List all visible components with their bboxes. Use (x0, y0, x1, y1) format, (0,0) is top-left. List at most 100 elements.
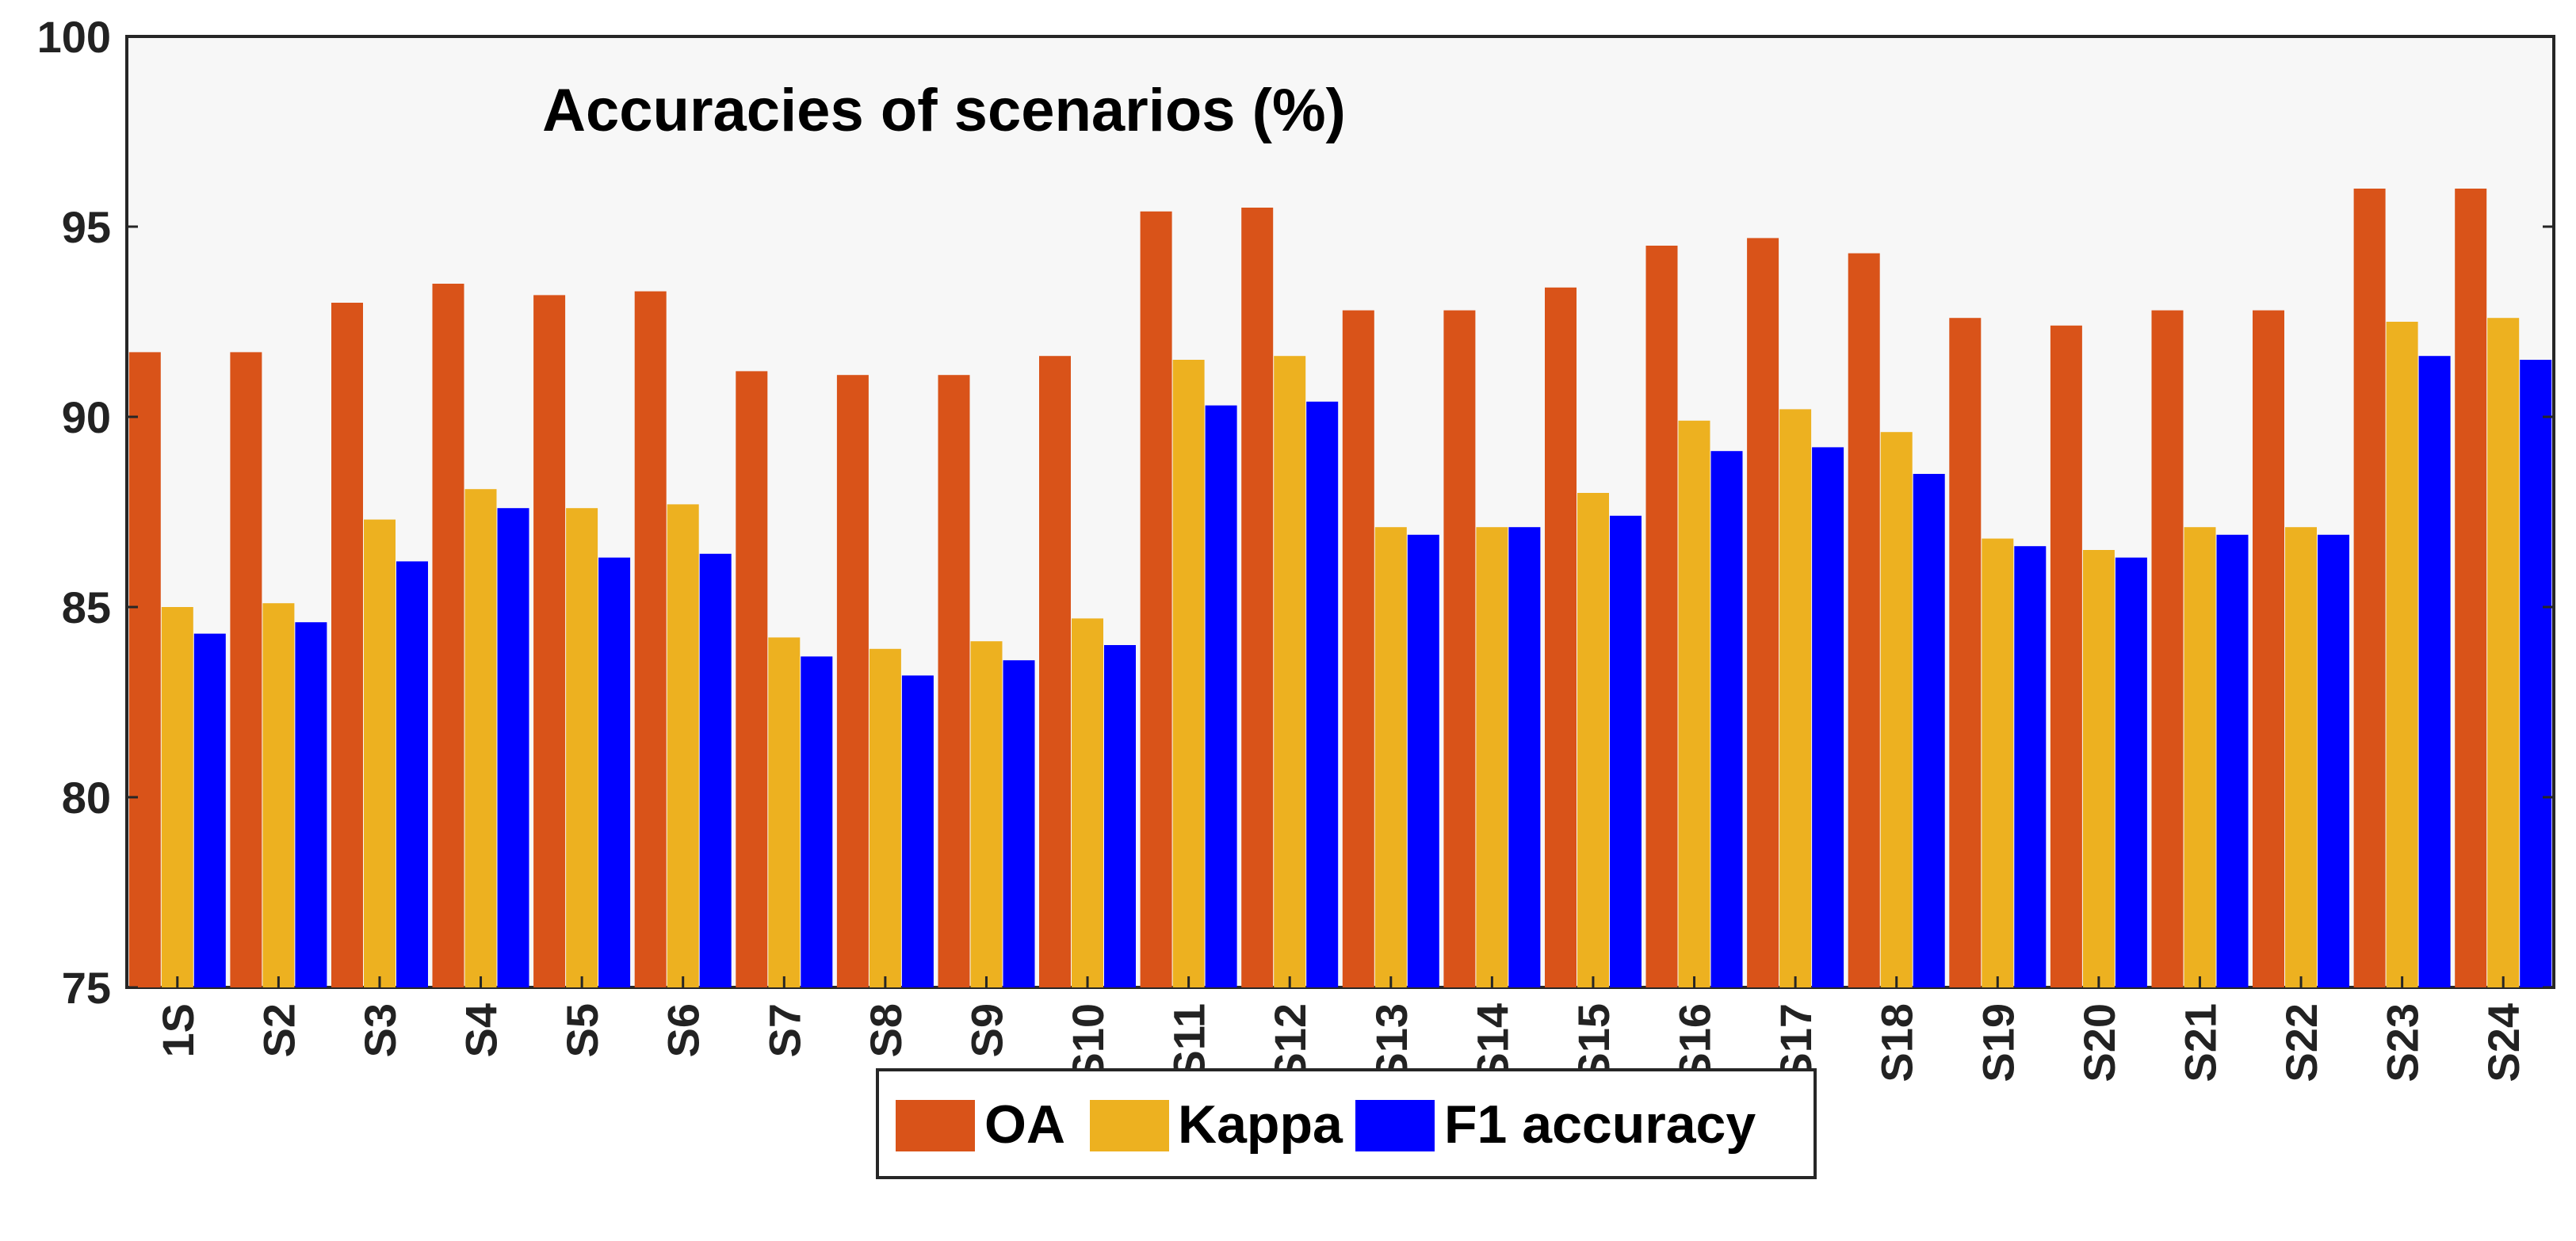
bar-oa-s6 (634, 291, 667, 988)
plot-area (125, 35, 2555, 989)
x-tick-label: S5 (557, 1003, 607, 1058)
bar-f1-accuracy-s19 (2014, 546, 2047, 987)
bar-f1-accuracy-s20 (2115, 557, 2147, 987)
bar-kappa-s22 (2285, 527, 2317, 987)
bar-f1-accuracy-s23 (2418, 356, 2451, 987)
bar-oa-s23 (2353, 189, 2386, 987)
bar-kappa-s7 (768, 637, 801, 987)
legend-label-oa: OA (984, 1094, 1065, 1155)
bar-oa-s19 (1949, 318, 1982, 987)
legend-swatch-kappa (1090, 1100, 1169, 1151)
bar-f1-accuracy-s14 (1508, 527, 1541, 987)
bar-f1-accuracy-s6 (699, 553, 732, 987)
bar-oa-s13 (1342, 310, 1374, 988)
axes-group: 1S S2 S3 S4 S5 S6 S7 S8 S9 S10 S11 S12 S13 S14 S15 S16 S… (37, 12, 2554, 1083)
chart-title: Accuracies of scenarios (%) (542, 77, 1346, 144)
y-tick-label: 75 (62, 963, 111, 1013)
x-tick-label: S21 (2176, 1003, 2226, 1083)
bar-f1-accuracy-s7 (801, 656, 833, 987)
bar-f1-accuracy-s13 (1407, 534, 1439, 987)
bar-kappa-s10 (1072, 618, 1103, 987)
y-tick-label: 95 (62, 202, 111, 252)
bar-oa-s16 (1645, 246, 1678, 987)
legend: OA Kappa F1 accuracy (876, 1068, 1817, 1179)
bar-oa-s17 (1747, 238, 1779, 987)
legend-box (876, 1068, 1817, 1179)
x-tick-label: S2 (254, 1003, 304, 1058)
bar-oa-s14 (1443, 310, 1476, 988)
bar-kappa-s8 (869, 648, 901, 987)
bar-oa-s24 (2455, 189, 2487, 987)
x-tick-label: S3 (355, 1003, 405, 1058)
bar-oa-s4 (432, 284, 464, 987)
bar-oa-s20 (2050, 325, 2082, 987)
legend-label-kappa: Kappa (1178, 1094, 1343, 1155)
bar-f1-accuracy-s15 (1610, 515, 1642, 987)
bar-oa-s10 (1039, 356, 1071, 987)
bar-f1-accuracy-s5 (598, 557, 631, 987)
bar-oa-s12 (1241, 208, 1274, 987)
bar-f1-accuracy-s16 (1710, 451, 1743, 987)
bar-f1-accuracy-s21 (2216, 534, 2249, 987)
bar-f1-accuracy-s8 (901, 675, 934, 987)
bar-f1-accuracy-s4 (497, 508, 529, 987)
bar-oa-1s (128, 352, 161, 987)
bar-f1-accuracy-s11 (1205, 405, 1237, 988)
bar-oa-s7 (736, 371, 768, 987)
bar-oa-s5 (533, 295, 566, 987)
x-tick-label: S4 (457, 1003, 506, 1058)
bar-oa-s22 (2253, 310, 2284, 988)
bar-f1-accuracy-s3 (396, 561, 428, 987)
x-tick-label: 1S (153, 1003, 203, 1058)
bar-kappa-s3 (364, 519, 396, 987)
bar-f1-accuracy-1s (193, 633, 226, 987)
legend-swatch-oa (896, 1100, 975, 1151)
bar-f1-accuracy-s12 (1306, 401, 1339, 987)
x-tick-label: S24 (2479, 1003, 2528, 1083)
x-tick-label: S18 (1872, 1003, 1922, 1083)
bar-kappa-s4 (464, 489, 497, 987)
bar-kappa-s24 (2487, 318, 2520, 987)
bar-oa-s2 (230, 352, 262, 987)
bar-kappa-s15 (1577, 493, 1609, 987)
bar-f1-accuracy-s10 (1104, 645, 1136, 987)
bar-kappa-s20 (2082, 550, 2115, 987)
x-tick-label: S20 (2074, 1003, 2124, 1083)
bar-kappa-s2 (262, 603, 295, 987)
bar-oa-s3 (331, 303, 363, 987)
bar-kappa-s6 (667, 504, 699, 987)
x-tick-label: S11 (1164, 1003, 1214, 1080)
bar-kappa-s23 (2386, 322, 2418, 987)
bar-kappa-s11 (1172, 360, 1205, 987)
legend-swatch-f1 (1355, 1100, 1435, 1151)
bar-kappa-s5 (566, 508, 598, 987)
bar-kappa-s9 (970, 641, 1003, 987)
x-tick-label: S22 (2276, 1003, 2326, 1083)
x-tick-label: S23 (2378, 1003, 2428, 1083)
x-tick-label: S19 (1973, 1003, 2023, 1083)
bar-oa-s21 (2151, 310, 2184, 988)
bar-kappa-1s (161, 607, 193, 987)
bar-kappa-s19 (1982, 538, 2014, 987)
bars-group (128, 189, 2552, 988)
bar-f1-accuracy-s24 (2520, 360, 2552, 987)
bar-f1-accuracy-s18 (1913, 474, 1945, 987)
bar-oa-s18 (1848, 253, 1880, 988)
bar-oa-s9 (938, 375, 970, 987)
bar-f1-accuracy-s9 (1003, 660, 1035, 987)
bar-kappa-s18 (1880, 432, 1913, 987)
bar-kappa-s12 (1274, 356, 1306, 987)
x-tick-label: S8 (861, 1003, 911, 1058)
bar-kappa-s17 (1779, 409, 1812, 987)
x-tick-label: S9 (962, 1003, 1012, 1058)
y-tick-label: 80 (62, 773, 111, 823)
bar-kappa-s13 (1374, 527, 1407, 987)
bar-f1-accuracy-s17 (1812, 447, 1844, 987)
y-tick-label: 85 (62, 582, 111, 632)
bar-oa-s15 (1545, 287, 1577, 987)
x-tick-label: S6 (659, 1003, 709, 1058)
legend-label-f1: F1 accuracy (1444, 1094, 1756, 1155)
bar-kappa-s16 (1678, 420, 1710, 987)
bar-f1-accuracy-s22 (2318, 534, 2349, 987)
